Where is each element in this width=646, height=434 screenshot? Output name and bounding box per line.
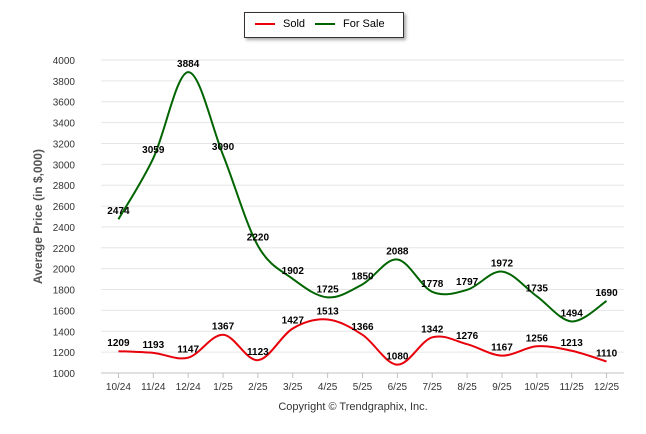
legend-label-sold: Sold xyxy=(283,18,306,30)
data-label-for-sale: 3059 xyxy=(142,145,165,156)
data-label-sold: 1256 xyxy=(526,333,549,344)
data-label-for-sale: 1902 xyxy=(282,266,305,277)
data-label-for-sale: 1778 xyxy=(421,279,444,290)
y-tick-label: 1400 xyxy=(53,327,76,338)
series-line-for-sale xyxy=(117,71,608,323)
copyright-text: Copyright © Trendgraphix, Inc. xyxy=(278,401,428,413)
y-tick-label: 3200 xyxy=(53,139,76,150)
y-tick-label: 1800 xyxy=(53,286,76,297)
series-line-sold xyxy=(118,318,607,366)
y-tick-label: 3400 xyxy=(53,119,76,130)
data-label-sold: 1342 xyxy=(421,324,444,335)
legend-swatch-sold xyxy=(255,23,275,25)
data-label-for-sale: 3884 xyxy=(177,59,200,70)
data-label-for-sale: 1850 xyxy=(351,271,374,282)
data-label-sold: 1147 xyxy=(177,345,199,356)
x-tick-label: 6/25 xyxy=(388,382,408,393)
data-label-for-sale: 1972 xyxy=(491,259,514,270)
y-tick-label: 3800 xyxy=(53,77,76,88)
data-label-for-sale: 3090 xyxy=(212,142,235,153)
legend-item-sold[interactable]: Sold xyxy=(255,18,305,30)
data-label-for-sale: 2220 xyxy=(247,233,270,244)
x-tick-label: 10/24 xyxy=(106,382,131,393)
data-label-sold: 1110 xyxy=(596,349,618,360)
data-label-for-sale: 2474 xyxy=(107,206,130,217)
data-label-sold: 1167 xyxy=(491,343,513,354)
x-tick-label: 11/25 xyxy=(560,382,585,393)
x-tick-label: 9/25 xyxy=(492,382,512,393)
y-tick-label: 2400 xyxy=(53,223,76,234)
x-tick-label: 3/25 xyxy=(283,382,303,393)
legend: Sold For Sale xyxy=(244,12,404,38)
y-tick-label: 3600 xyxy=(53,98,76,109)
y-tick-label: 2600 xyxy=(53,202,76,213)
x-tick-label: 2/25 xyxy=(248,382,268,393)
x-tick-label: 1/25 xyxy=(213,382,233,393)
y-tick-label: 2200 xyxy=(53,244,76,255)
x-tick-label: 11/24 xyxy=(141,382,166,393)
x-tick-label: 7/25 xyxy=(422,382,442,393)
data-label-sold: 1367 xyxy=(212,322,235,333)
y-axis-title: Average Price (in $,000) xyxy=(31,149,45,284)
data-label-sold: 1123 xyxy=(247,347,269,358)
y-tick-label: 1600 xyxy=(53,306,76,317)
y-tick-label: 3000 xyxy=(53,160,76,171)
data-label-sold: 1213 xyxy=(561,338,584,349)
data-label-for-sale: 2088 xyxy=(386,246,409,257)
y-tick-label: 2800 xyxy=(53,181,76,192)
data-label-sold: 1366 xyxy=(351,322,374,333)
data-label-for-sale: 1690 xyxy=(595,288,618,299)
data-label-for-sale: 1797 xyxy=(456,277,479,288)
data-label-sold: 1209 xyxy=(107,338,130,349)
data-label-sold: 1193 xyxy=(142,340,164,351)
data-label-for-sale: 1494 xyxy=(561,308,584,319)
data-label-for-sale: 1735 xyxy=(526,283,549,294)
y-tick-label: 1000 xyxy=(53,369,76,380)
x-tick-label: 10/25 xyxy=(524,382,549,393)
legend-swatch-for-sale xyxy=(315,23,335,25)
x-tick-label: 12/24 xyxy=(176,382,201,393)
x-tick-label: 4/25 xyxy=(318,382,338,393)
data-label-sold: 1513 xyxy=(317,306,340,317)
y-tick-label: 1200 xyxy=(53,348,76,359)
x-tick-label: 12/25 xyxy=(594,382,619,393)
legend-label-for-sale: For Sale xyxy=(343,18,385,30)
data-label-sold: 1427 xyxy=(282,315,305,326)
x-tick-label: 8/25 xyxy=(457,382,477,393)
data-label-for-sale: 1725 xyxy=(317,284,340,295)
x-tick-label: 5/25 xyxy=(353,382,373,393)
y-tick-label: 2000 xyxy=(53,265,76,276)
y-tick-label: 4000 xyxy=(53,56,76,67)
data-label-sold: 1080 xyxy=(386,352,409,363)
legend-item-for-sale[interactable]: For Sale xyxy=(315,18,385,30)
data-label-sold: 1276 xyxy=(456,331,479,342)
